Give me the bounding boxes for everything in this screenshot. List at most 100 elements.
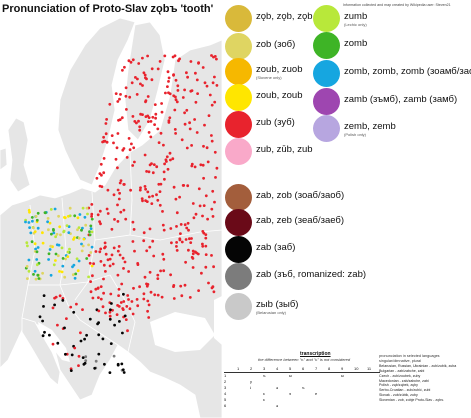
table-cell: 2 <box>224 379 227 384</box>
dialect-dot <box>32 226 35 230</box>
dialect-dot <box>97 333 101 337</box>
legend-text: zab (заб) <box>256 236 295 253</box>
dialect-dot <box>84 355 88 359</box>
dialect-dot <box>127 270 130 273</box>
europe-map[interactable] <box>0 0 222 418</box>
dialect-dot <box>183 111 187 115</box>
dialect-dot <box>122 300 126 303</box>
dialect-dot <box>26 277 29 280</box>
table-cell: ɛ <box>263 397 265 402</box>
dialect-dot <box>63 216 66 219</box>
dialect-dot <box>87 254 91 257</box>
dialect-dot <box>144 187 148 191</box>
dialect-dot <box>34 247 37 251</box>
legend-item-zab-4: zab (зъб, romanized: zab) <box>225 263 366 290</box>
dialect-dot <box>136 304 140 308</box>
dialect-dot <box>172 297 176 300</box>
dialect-dot <box>81 308 84 311</box>
dialect-dot <box>193 165 197 169</box>
dialect-dot <box>167 121 171 124</box>
dialect-dot <box>50 232 53 236</box>
dialect-dot <box>99 285 103 288</box>
dialect-dot <box>210 139 214 143</box>
dialect-dot <box>122 208 126 212</box>
dialect-dot <box>69 305 73 309</box>
dialect-dot <box>102 263 106 267</box>
dialect-dot <box>149 290 153 294</box>
dialect-dot <box>171 157 175 161</box>
transcription-header-cell: 7 <box>315 366 328 373</box>
dialect-dot <box>147 170 151 174</box>
dialect-dot <box>190 144 194 147</box>
dialect-dot <box>204 233 208 237</box>
dialect-dot <box>88 233 92 237</box>
dialect-dot <box>110 134 114 138</box>
dialect-dot <box>190 89 194 92</box>
dialect-dot <box>48 221 52 225</box>
ireland-landmass <box>0 147 8 171</box>
dialect-dot <box>54 235 57 239</box>
dialect-dot <box>63 326 66 330</box>
dialect-dot <box>175 245 178 248</box>
dialect-dot <box>66 255 70 258</box>
dialect-dot <box>117 245 121 248</box>
legend-text: zemb, zemb (Polish only) <box>344 115 396 138</box>
dialect-dot <box>174 197 178 201</box>
dialect-dot <box>94 250 98 253</box>
dialect-dot <box>126 329 129 333</box>
dialect-dot <box>77 259 81 263</box>
dialect-dot <box>47 258 50 261</box>
dialect-dot <box>84 359 88 362</box>
dialect-dot <box>147 120 150 123</box>
dialect-dot <box>35 250 39 254</box>
dialect-dot <box>143 185 147 188</box>
dialect-dot <box>109 342 113 345</box>
dialect-dot <box>115 146 119 150</box>
dialect-dot <box>108 314 112 318</box>
dialect-dot <box>27 221 31 224</box>
dialect-dot <box>139 82 142 86</box>
dialect-dot <box>77 226 81 230</box>
table-row: 3 ɨ ә ъ <box>224 385 380 391</box>
dialect-dot <box>83 337 86 341</box>
legend-note: (Slovene only) <box>256 75 282 80</box>
dialect-dot <box>79 331 82 335</box>
dialect-dot <box>135 298 139 301</box>
dialect-dot <box>33 230 37 234</box>
legend-swatch <box>313 88 340 115</box>
dialect-dot <box>74 272 78 276</box>
dialect-dot <box>95 176 99 180</box>
legend-swatch <box>225 33 252 60</box>
dialect-dot <box>81 226 84 230</box>
dialect-dot <box>29 231 33 235</box>
dialect-dot <box>121 368 125 372</box>
dialect-dot <box>150 162 153 166</box>
dialect-dot <box>189 241 193 245</box>
dialect-dot <box>90 217 94 221</box>
dialect-dot <box>66 250 70 254</box>
legend-text: zab, zob (зоаб/заоб) <box>256 184 344 201</box>
dialect-dot <box>123 260 127 264</box>
dialect-dot <box>90 245 94 249</box>
dialect-dot <box>96 287 100 290</box>
dialect-dot <box>99 222 102 226</box>
dialect-dot <box>149 120 153 123</box>
transcription-title: transcription <box>300 351 331 357</box>
legend-swatch <box>225 5 252 32</box>
dialect-dot <box>118 253 122 257</box>
dialect-dot <box>25 265 29 268</box>
dialect-dot <box>150 202 154 206</box>
dialect-dot <box>208 93 212 97</box>
dialect-dot <box>118 191 121 195</box>
map-panel[interactable]: Pronunciation of Proto-Slav zǫbъ 'tooth' <box>0 0 222 418</box>
list-item: Bulgarian - zab/zabche, zabi <box>379 368 425 373</box>
dialect-dot <box>125 305 129 308</box>
dialect-dot <box>99 260 103 263</box>
legend-label: zob (зоб) <box>256 39 296 50</box>
dialect-dot <box>151 239 155 243</box>
dialect-dot <box>117 197 121 201</box>
dialect-dot <box>91 296 95 300</box>
dialect-dot <box>56 341 60 345</box>
